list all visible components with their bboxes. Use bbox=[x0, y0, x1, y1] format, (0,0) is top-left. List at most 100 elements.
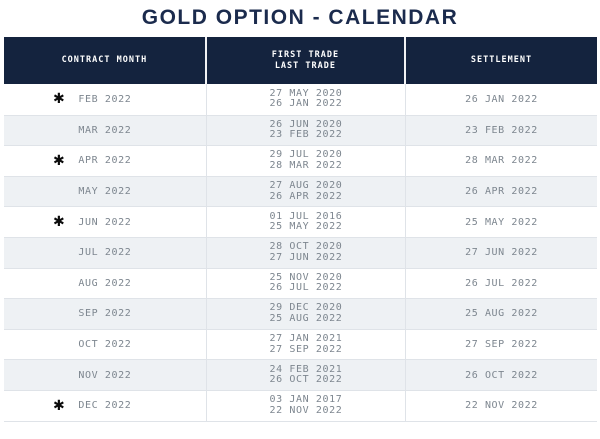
table-row: ✱ DEC 2022 03 JAN 2017 22 NOV 2022 22 NO… bbox=[4, 389, 597, 421]
asterisk-icon: ✱ bbox=[53, 91, 66, 108]
table-row: MAY 2022 27 AUG 2020 26 APR 2022 26 APR … bbox=[4, 175, 597, 207]
table-row: OCT 2022 27 JAN 2021 27 SEP 2022 27 SEP … bbox=[4, 328, 597, 360]
table-row: AUG 2022 25 NOV 2020 26 JUL 2022 26 JUL … bbox=[4, 267, 597, 299]
settlement-cell: 23 FEB 2022 bbox=[406, 116, 597, 146]
contract-month-cell: NOV 2022 bbox=[4, 360, 207, 390]
contract-month-value: MAY 2022 bbox=[78, 186, 132, 198]
table-row: ✱ JUN 2022 01 JUL 2016 25 MAY 2022 25 MA… bbox=[4, 206, 597, 237]
contract-month-value: AUG 2022 bbox=[78, 277, 132, 289]
settlement-cell: 25 AUG 2022 bbox=[406, 299, 597, 329]
table-body: ✱ FEB 2022 27 MAY 2020 26 JAN 2022 26 JA… bbox=[4, 84, 597, 422]
first-trade-date: 26 JUN 2020 bbox=[269, 118, 343, 130]
last-trade-date: 25 MAY 2022 bbox=[269, 221, 343, 233]
contract-month-cell: OCT 2022 bbox=[4, 329, 207, 360]
page: GOLD OPTION - CALENDAR CONTRACT MONTH FI… bbox=[0, 6, 600, 422]
contract-month-cell: SEP 2022 bbox=[4, 299, 207, 329]
first-trade-date: 25 NOV 2020 bbox=[269, 271, 343, 283]
asterisk-icon: ✱ bbox=[53, 152, 66, 169]
page-title: GOLD OPTION - CALENDAR bbox=[141, 6, 459, 29]
header-trade-dates: FIRST TRADE LAST TRADE bbox=[207, 37, 407, 84]
settlement-date: 26 APR 2022 bbox=[465, 186, 538, 198]
first-trade-date: 27 AUG 2020 bbox=[269, 180, 343, 192]
contract-month-value: JUN 2022 bbox=[78, 216, 132, 228]
trade-dates-cell: 29 DEC 2020 25 AUG 2022 bbox=[207, 299, 407, 329]
last-trade-date: 27 SEP 2022 bbox=[269, 343, 343, 355]
header-contract-month: CONTRACT MONTH bbox=[4, 37, 207, 84]
contract-month-cell: ✱ FEB 2022 bbox=[4, 84, 207, 115]
contract-month-cell: ✱ JUN 2022 bbox=[4, 207, 207, 237]
contract-month-cell: ✱ APR 2022 bbox=[4, 146, 207, 176]
settlement-cell: 25 MAY 2022 bbox=[406, 207, 597, 237]
settlement-date: 26 JAN 2022 bbox=[465, 93, 538, 105]
first-trade-date: 03 JAN 2017 bbox=[269, 394, 343, 406]
asterisk-icon: ✱ bbox=[53, 397, 66, 414]
table-row: JUL 2022 28 OCT 2020 27 JUN 2022 27 JUN … bbox=[4, 236, 597, 268]
contract-month-value: SEP 2022 bbox=[78, 308, 132, 320]
header-settlement: SETTLEMENT bbox=[406, 37, 597, 84]
table-header-row: CONTRACT MONTH FIRST TRADE LAST TRADE SE… bbox=[4, 37, 597, 84]
header-last-trade-label: LAST TRADE bbox=[274, 60, 336, 71]
contract-month-value: NOV 2022 bbox=[78, 369, 132, 381]
first-trade-date: 01 JUL 2016 bbox=[269, 210, 343, 222]
contract-month-cell: MAR 2022 bbox=[4, 115, 207, 146]
settlement-date: 27 SEP 2022 bbox=[465, 339, 538, 351]
settlement-date: 25 AUG 2022 bbox=[465, 308, 538, 320]
last-trade-date: 23 FEB 2022 bbox=[269, 129, 343, 141]
contract-month-value: FEB 2022 bbox=[78, 93, 132, 105]
last-trade-date: 28 MAR 2022 bbox=[269, 159, 343, 171]
calendar-table: CONTRACT MONTH FIRST TRADE LAST TRADE SE… bbox=[4, 37, 597, 422]
last-trade-date: 26 JAN 2022 bbox=[269, 98, 343, 110]
first-trade-date: 24 FEB 2021 bbox=[269, 363, 343, 375]
settlement-cell: 26 JAN 2022 bbox=[406, 84, 597, 115]
first-trade-date: 28 OCT 2020 bbox=[269, 241, 343, 253]
first-trade-date: 27 JAN 2021 bbox=[269, 333, 343, 345]
settlement-date: 25 MAY 2022 bbox=[465, 216, 538, 228]
first-trade-date: 27 MAY 2020 bbox=[269, 87, 343, 99]
contract-month-value: OCT 2022 bbox=[78, 339, 132, 351]
table-row: ✱ APR 2022 29 JUL 2020 28 MAR 2022 28 MA… bbox=[4, 145, 597, 176]
trade-dates-cell: 27 MAY 2020 26 JAN 2022 bbox=[207, 84, 407, 115]
settlement-cell: 28 MAR 2022 bbox=[406, 146, 597, 176]
contract-month-cell: MAY 2022 bbox=[4, 176, 207, 207]
contract-month-cell: AUG 2022 bbox=[4, 268, 207, 299]
last-trade-date: 26 APR 2022 bbox=[269, 190, 343, 202]
asterisk-icon: ✱ bbox=[53, 214, 66, 231]
header-settlement-label: SETTLEMENT bbox=[470, 55, 533, 65]
trade-dates-cell: 27 AUG 2020 26 APR 2022 bbox=[207, 176, 407, 207]
last-trade-date: 26 OCT 2022 bbox=[269, 374, 343, 386]
trade-dates-cell: 03 JAN 2017 22 NOV 2022 bbox=[207, 390, 407, 421]
trade-dates-cell: 01 JUL 2016 25 MAY 2022 bbox=[207, 207, 407, 237]
trade-dates-cell: 29 JUL 2020 28 MAR 2022 bbox=[207, 146, 407, 176]
settlement-date: 26 OCT 2022 bbox=[465, 369, 538, 381]
settlement-date: 26 JUL 2022 bbox=[465, 277, 538, 289]
settlement-date: 27 JUN 2022 bbox=[465, 247, 538, 259]
settlement-cell: 27 JUN 2022 bbox=[406, 238, 597, 268]
contract-month-value: APR 2022 bbox=[78, 155, 132, 167]
header-first-trade-label: FIRST TRADE bbox=[271, 49, 340, 60]
header-contract-month-label: CONTRACT MONTH bbox=[61, 55, 148, 65]
trade-dates-cell: 24 FEB 2021 26 OCT 2022 bbox=[207, 360, 407, 390]
settlement-cell: 26 JUL 2022 bbox=[406, 269, 597, 299]
contract-month-value: MAR 2022 bbox=[78, 124, 132, 136]
trade-dates-cell: 26 JUN 2020 23 FEB 2022 bbox=[207, 115, 407, 146]
settlement-cell: 26 APR 2022 bbox=[406, 177, 597, 207]
settlement-date: 22 NOV 2022 bbox=[465, 400, 538, 412]
last-trade-date: 25 AUG 2022 bbox=[269, 312, 343, 324]
settlement-cell: 26 OCT 2022 bbox=[406, 360, 597, 390]
contract-month-cell: ✱ DEC 2022 bbox=[4, 390, 207, 421]
contract-month-value: JUL 2022 bbox=[78, 247, 132, 259]
trade-dates-cell: 25 NOV 2020 26 JUL 2022 bbox=[207, 268, 407, 299]
contract-month-value: DEC 2022 bbox=[78, 400, 132, 412]
table-row: ✱ FEB 2022 27 MAY 2020 26 JAN 2022 26 JA… bbox=[4, 84, 597, 115]
last-trade-date: 26 JUL 2022 bbox=[269, 282, 343, 294]
table-row: MAR 2022 26 JUN 2020 23 FEB 2022 23 FEB … bbox=[4, 114, 597, 146]
trade-dates-cell: 27 JAN 2021 27 SEP 2022 bbox=[207, 329, 407, 360]
trade-dates-cell: 28 OCT 2020 27 JUN 2022 bbox=[207, 237, 407, 268]
first-trade-date: 29 DEC 2020 bbox=[269, 302, 343, 314]
table-row: SEP 2022 29 DEC 2020 25 AUG 2022 25 AUG … bbox=[4, 298, 597, 329]
last-trade-date: 22 NOV 2022 bbox=[269, 404, 343, 416]
first-trade-date: 29 JUL 2020 bbox=[269, 149, 343, 161]
settlement-cell: 22 NOV 2022 bbox=[406, 391, 597, 421]
table-row: NOV 2022 24 FEB 2021 26 OCT 2022 26 OCT … bbox=[4, 359, 597, 390]
last-trade-date: 27 JUN 2022 bbox=[269, 251, 343, 263]
